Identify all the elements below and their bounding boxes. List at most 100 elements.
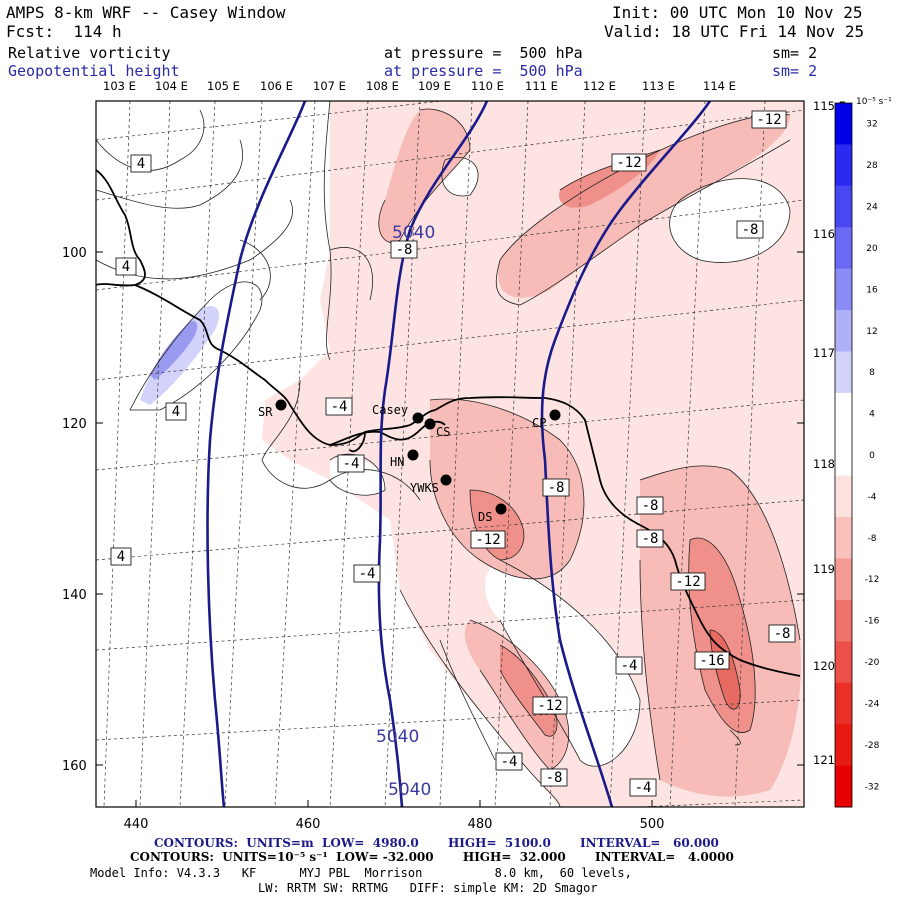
y-axis-labels: 100 120 140 160 xyxy=(62,246,87,774)
svg-text:-16: -16 xyxy=(699,653,724,669)
colorbar-tick-label: 24 xyxy=(866,203,878,213)
svg-text:105 E: 105 E xyxy=(207,79,240,93)
svg-text:-4: -4 xyxy=(621,658,638,674)
field1-level: at pressure = 500 hPa xyxy=(384,44,583,62)
station-hn: HN xyxy=(390,449,419,469)
svg-text:440: 440 xyxy=(124,817,149,832)
svg-text:-12: -12 xyxy=(756,112,781,128)
svg-text:160: 160 xyxy=(62,759,87,774)
colorbar-swatch xyxy=(835,682,852,725)
colorbar-swatch xyxy=(835,185,852,228)
svg-text:-4: -4 xyxy=(331,399,348,415)
vort-label: -8 xyxy=(540,768,568,787)
colorbar-tick-label: -24 xyxy=(865,699,880,709)
svg-text:103 E: 103 E xyxy=(103,79,136,93)
field2-name: Geopotential height xyxy=(8,62,180,80)
vort-label: -8 xyxy=(736,220,764,239)
colorbar-swatch xyxy=(835,475,852,518)
field2-level: at pressure = 500 hPa xyxy=(384,62,583,80)
y-axis-ticks xyxy=(96,251,804,807)
colorbar-tick-label: -8 xyxy=(868,534,877,544)
svg-text:-4: -4 xyxy=(635,780,652,796)
svg-text:-8: -8 xyxy=(396,242,413,258)
vort-label: -12 xyxy=(532,696,568,715)
vort-label: 4 xyxy=(110,547,132,566)
svg-text:480: 480 xyxy=(468,817,493,832)
svg-text:-4: -4 xyxy=(501,754,518,770)
colorbar-tick-label: 4 xyxy=(869,410,875,420)
svg-text:-12: -12 xyxy=(616,155,641,171)
vort-label: -8 xyxy=(390,240,418,259)
vort-label: 4 xyxy=(115,257,137,276)
colorbar-swatch xyxy=(835,103,852,145)
svg-text:-4: -4 xyxy=(359,566,376,582)
x-axis-labels: 440 460 480 500 xyxy=(124,817,665,832)
colorbar-tick-label: 32 xyxy=(866,120,877,130)
colorbar-tick-label: 0 xyxy=(869,451,875,461)
vort-label: -4 xyxy=(325,397,353,416)
colorbar-frame xyxy=(834,102,853,808)
colorbar-tick-label: 20 xyxy=(866,244,878,254)
colorbar-tick-label: 28 xyxy=(866,161,878,171)
vort-label: 4 xyxy=(165,402,187,421)
svg-text:460: 460 xyxy=(296,817,321,832)
svg-text:113 E: 113 E xyxy=(642,79,675,93)
field1-name: Relative vorticity xyxy=(8,44,171,62)
vort-label: 4 xyxy=(130,154,152,173)
svg-text:-8: -8 xyxy=(548,480,565,496)
lon-labels: 103 E 104 E 105 E 106 E 107 E 108 E 109 … xyxy=(103,79,736,93)
svg-text:-12: -12 xyxy=(475,532,500,548)
svg-text:4: 4 xyxy=(137,156,145,172)
colorbar-swatch xyxy=(835,641,852,684)
colorbar-swatch xyxy=(835,599,852,642)
colorbar-tick-label: -20 xyxy=(865,658,880,668)
height-labels: 5040 5040 5040 xyxy=(376,223,435,800)
svg-text:104 E: 104 E xyxy=(155,79,188,93)
vort-label: -8 xyxy=(542,478,570,497)
svg-text:109 E: 109 E xyxy=(418,79,451,93)
height-label: 5040 xyxy=(388,780,431,800)
svg-text:110 E: 110 E xyxy=(471,79,504,93)
svg-text:108 E: 108 E xyxy=(366,79,399,93)
colorbar-swatch xyxy=(835,517,852,560)
svg-text:111 E: 111 E xyxy=(525,79,558,93)
valid-time: Valid: 18 UTC Fri 14 Nov 25 xyxy=(604,22,865,41)
vort-label: -8 xyxy=(636,529,664,548)
colorbar-swatch xyxy=(835,351,852,394)
vort-label: -12 xyxy=(670,572,706,591)
vort-label: -8 xyxy=(768,624,796,643)
vort-label: -12 xyxy=(470,530,506,549)
colorbar-swatch xyxy=(835,144,852,187)
colorbar-tick-label: -32 xyxy=(865,782,880,792)
colorbar-swatch xyxy=(835,268,852,311)
svg-text:106 E: 106 E xyxy=(260,79,293,93)
colorbar-tick-label: 8 xyxy=(869,368,875,378)
svg-text:YWKS: YWKS xyxy=(410,481,439,495)
svg-text:SR: SR xyxy=(258,405,273,419)
svg-text:500: 500 xyxy=(640,817,665,832)
colorbar-tick-label: -28 xyxy=(865,741,880,751)
station-cs: CS xyxy=(424,418,450,439)
field2-sm: sm= 2 xyxy=(772,62,818,80)
station-sr: SR xyxy=(258,399,287,419)
vort-label: -4 xyxy=(629,778,657,797)
vorticity-contours xyxy=(96,101,801,807)
vorticity-labels: 4 4 4 4 -4 -4 -4 -4 -4 -4 -8 -8 -8 -8 -8… xyxy=(110,110,796,797)
colorbar-tick-label: -16 xyxy=(865,617,880,627)
svg-text:4: 4 xyxy=(122,259,130,275)
vorticity-fill-layer xyxy=(140,101,804,807)
height-label: 5040 xyxy=(392,223,435,243)
forecast-hour: Fcst: 114 h xyxy=(6,22,122,41)
footer-model-info: Model Info: V4.3.3 KF MYJ PBL Morrison 8… xyxy=(90,866,632,880)
colorbar-swatch xyxy=(835,227,852,270)
vort-label: -4 xyxy=(337,454,365,473)
colorbar-tick-label: -12 xyxy=(865,575,880,585)
vort-label: -4 xyxy=(495,752,523,771)
svg-text:CS: CS xyxy=(436,425,450,439)
init-time: Init: 00 UTC Mon 10 Nov 25 xyxy=(612,3,863,22)
svg-text:114 E: 114 E xyxy=(703,79,736,93)
stations: SR Casey CS HN YWKS DS CP xyxy=(258,399,561,524)
footer-vorticity-contours: CONTOURS: UNITS=10⁻⁵ s⁻¹ LOW= -32.000 HI… xyxy=(130,850,734,864)
svg-text:DS: DS xyxy=(478,510,492,524)
